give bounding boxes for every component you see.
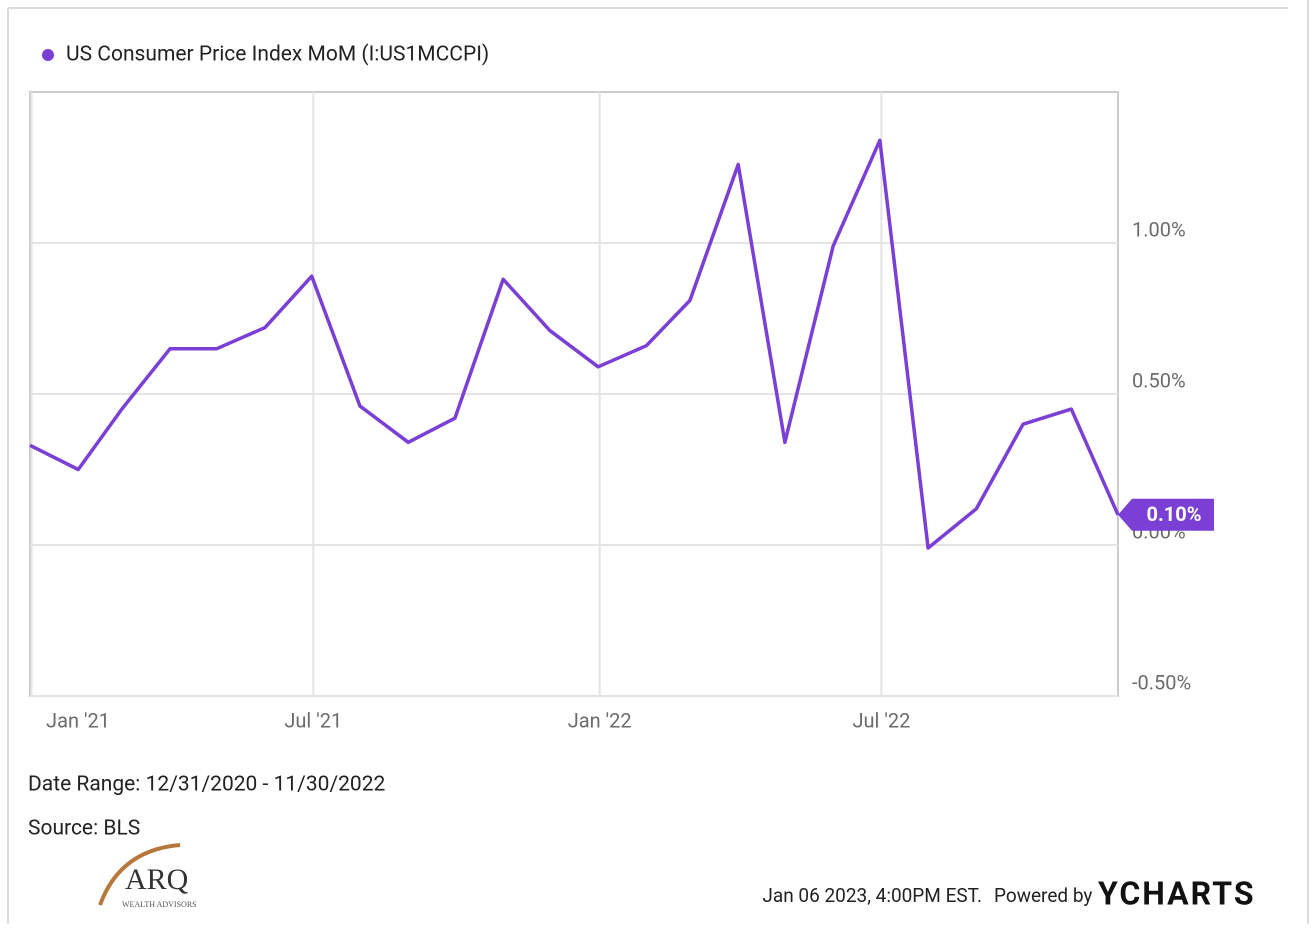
x-tick-label: Jan '21: [46, 708, 110, 732]
y-tick-label: -0.50%: [1132, 670, 1191, 694]
x-tick-label: Jul '22: [852, 708, 910, 732]
date-range: Date Range: 12/31/2020 - 11/30/2022: [28, 773, 386, 797]
legend-label: US Consumer Price Index MoM (I:US1MCCPI): [66, 43, 489, 67]
y-tick-label: 1.00%: [1132, 217, 1186, 241]
powered-by: Powered by: [994, 884, 1092, 907]
last-value-badge: [1118, 498, 1214, 531]
x-tick-label: Jul '21: [284, 708, 342, 732]
logo-tagline: WEALTH ADVISORS: [122, 900, 197, 909]
logo-swoosh: [98, 843, 181, 906]
last-value-label: 0.10%: [1146, 502, 1201, 526]
brand: YCHARTS: [1098, 874, 1256, 912]
legend-swatch: [42, 49, 54, 61]
series-line: [29, 138, 1120, 550]
x-tick-label: Jan '22: [568, 708, 632, 732]
logo-name: ARQ: [125, 863, 189, 896]
source: Source: BLS: [28, 817, 140, 841]
y-tick-label: 0.50%: [1132, 368, 1186, 392]
timestamp: Jan 06 2023, 4:00PM EST.: [762, 884, 982, 907]
